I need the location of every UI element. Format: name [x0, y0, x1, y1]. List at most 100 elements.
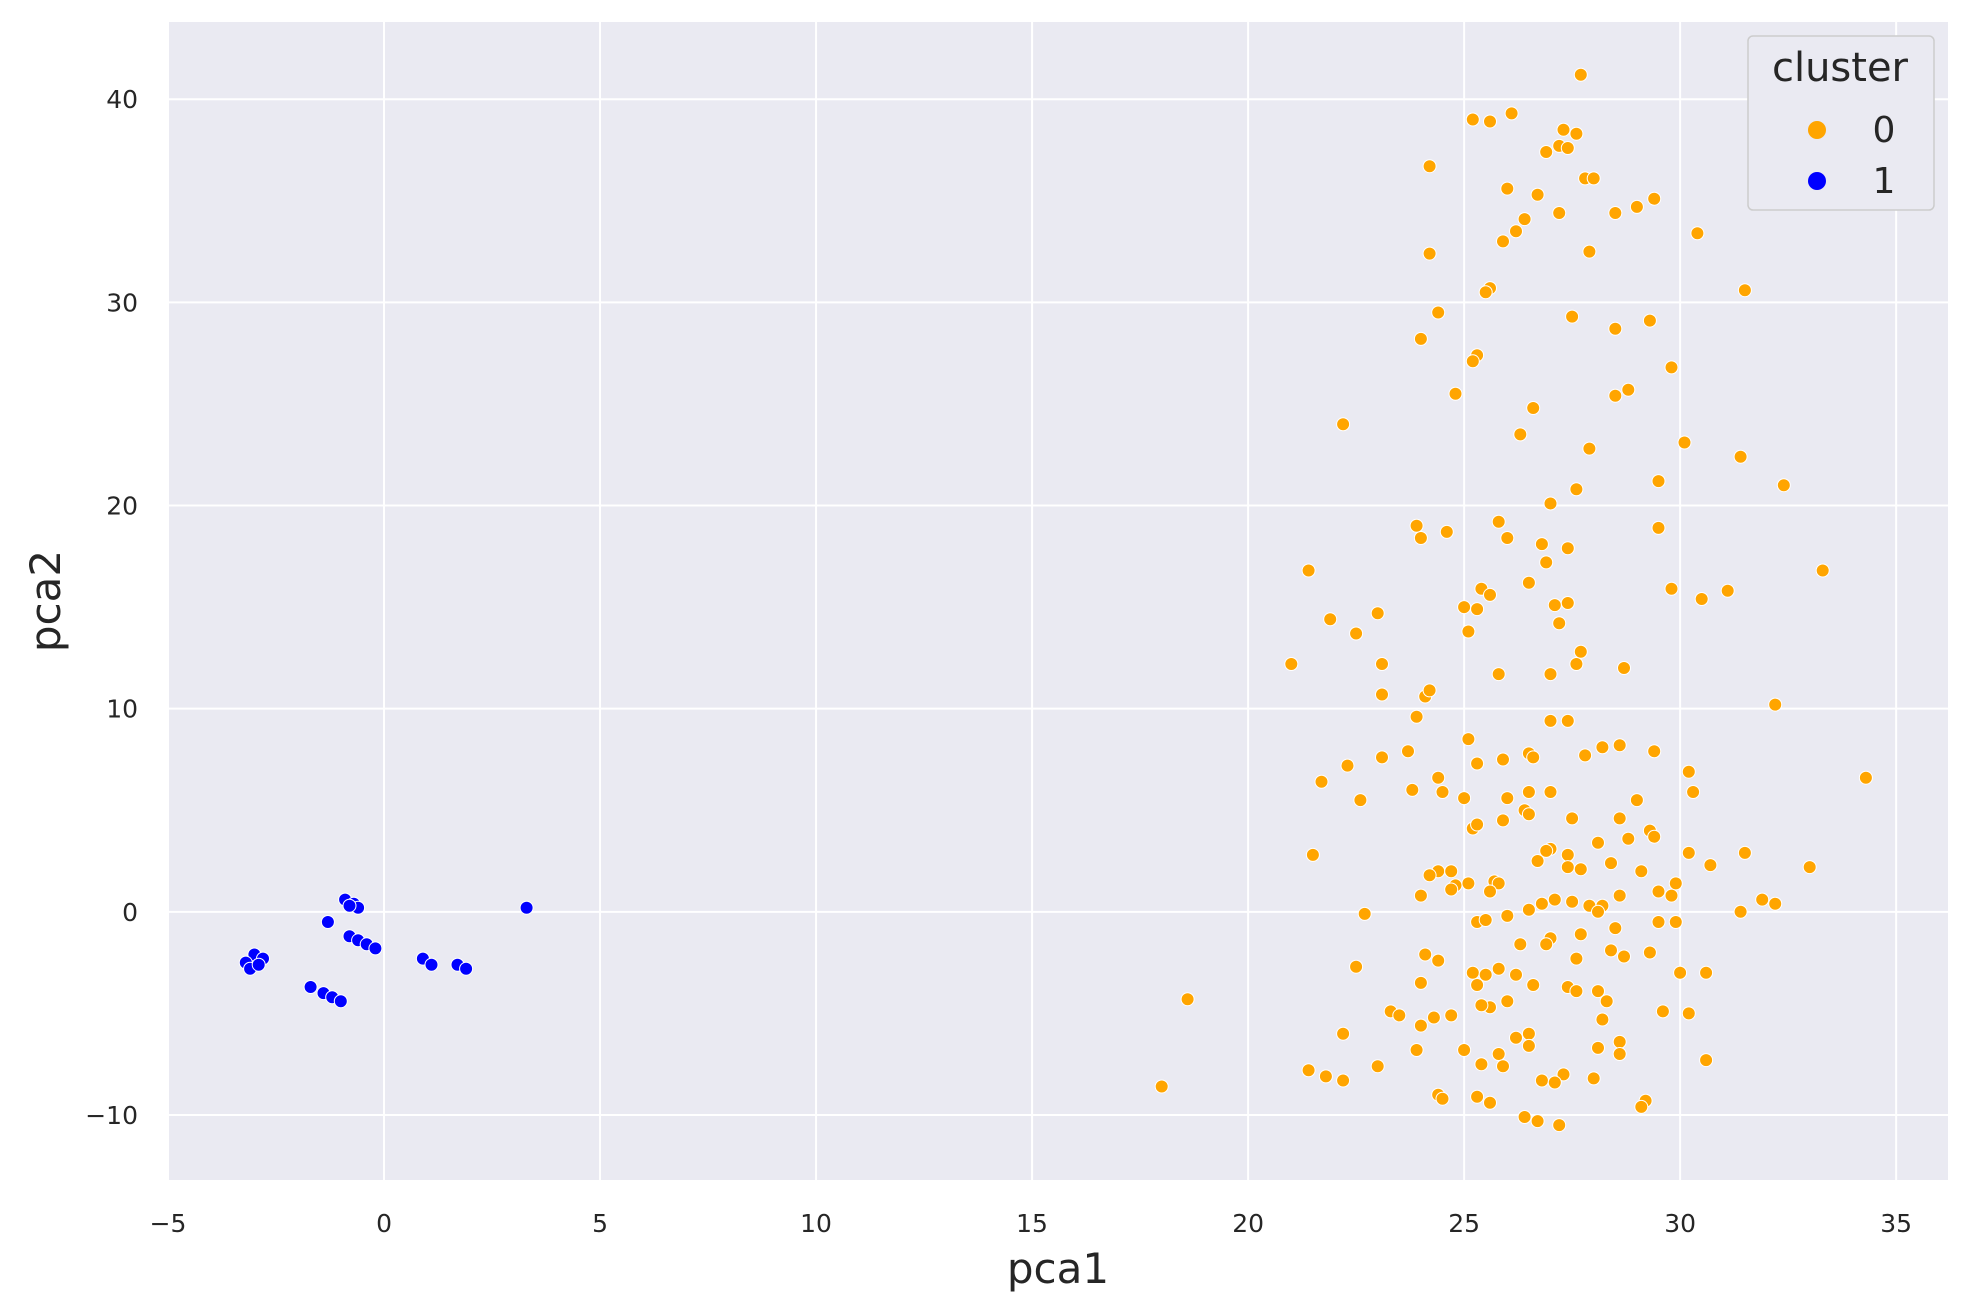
data-point	[1336, 417, 1351, 432]
data-point	[1612, 888, 1627, 903]
y-tick-label: −10	[85, 1101, 138, 1130]
data-point	[1647, 191, 1662, 206]
data-point	[1534, 1073, 1549, 1088]
data-point	[1677, 435, 1692, 450]
data-point	[1521, 1038, 1536, 1053]
data-point	[1370, 1059, 1385, 1074]
data-point	[1569, 984, 1584, 999]
y-axis-ticks: −10 0 10 20 30 40	[85, 85, 138, 1130]
y-tick-label: 20	[106, 492, 138, 521]
data-point	[1413, 888, 1428, 903]
data-point	[1465, 965, 1480, 980]
data-point	[1301, 563, 1316, 578]
data-point	[1629, 793, 1644, 808]
data-point	[1526, 750, 1541, 765]
data-point	[1521, 807, 1536, 822]
data-point	[1591, 1040, 1605, 1055]
data-point	[1612, 1047, 1627, 1061]
data-point	[1405, 782, 1420, 797]
data-point	[1491, 961, 1506, 976]
data-point	[1651, 520, 1666, 535]
data-point	[1375, 657, 1389, 671]
data-point	[1543, 496, 1558, 511]
legend-box	[1747, 35, 1935, 211]
data-point	[1491, 1047, 1506, 1061]
legend-title: cluster	[1772, 45, 1909, 91]
data-point	[1461, 624, 1476, 639]
data-point	[424, 957, 439, 972]
legend: cluster 0 1	[1747, 35, 1935, 211]
data-point	[1422, 159, 1437, 174]
data-point	[1409, 518, 1424, 533]
data-point	[1422, 868, 1437, 883]
data-point	[1513, 427, 1528, 442]
data-point	[1578, 748, 1593, 763]
data-point	[1586, 1071, 1601, 1086]
data-point	[1733, 449, 1748, 464]
data-point	[1560, 713, 1575, 728]
data-point	[1413, 531, 1428, 545]
data-point	[1444, 864, 1459, 879]
y-tick-label: 40	[106, 85, 138, 114]
x-tick-label: 20	[1232, 1209, 1264, 1238]
data-point	[1496, 813, 1510, 828]
data-point	[1582, 244, 1597, 259]
data-point	[1591, 835, 1605, 850]
data-point	[1392, 1008, 1407, 1023]
data-point	[1513, 937, 1528, 952]
x-axis-ticks: −5 0 5 10 15 20 25 30 35	[150, 1209, 1912, 1238]
data-point	[1604, 856, 1618, 871]
y-tick-label: 30	[106, 288, 138, 317]
data-point	[1569, 482, 1584, 497]
data-point	[1547, 598, 1562, 613]
x-tick-label: 30	[1664, 1209, 1696, 1238]
data-point	[1349, 959, 1364, 974]
data-point	[1509, 1030, 1523, 1045]
data-point	[1500, 908, 1515, 923]
data-point	[1591, 904, 1605, 919]
data-point	[1573, 67, 1588, 82]
data-point	[1815, 563, 1830, 578]
data-point	[1591, 984, 1605, 999]
data-point	[1552, 616, 1567, 631]
data-point	[1336, 1026, 1351, 1041]
data-point	[1664, 581, 1679, 596]
data-point	[1699, 965, 1714, 980]
x-tick-label: −5	[150, 1209, 187, 1238]
data-point	[1478, 913, 1493, 927]
data-point	[1521, 902, 1536, 917]
data-point	[1547, 1075, 1562, 1090]
data-point	[320, 915, 335, 929]
data-point	[1435, 785, 1450, 799]
data-point	[1534, 537, 1549, 552]
data-point	[1496, 234, 1510, 249]
data-point	[1491, 667, 1506, 682]
data-point	[1483, 884, 1497, 899]
data-point	[1768, 896, 1783, 911]
data-point	[1802, 860, 1817, 875]
data-point	[1699, 1053, 1714, 1068]
data-point	[1612, 1034, 1627, 1049]
data-point	[1353, 793, 1368, 808]
data-point	[1634, 1099, 1649, 1114]
x-tick-label: 25	[1448, 1209, 1480, 1238]
data-point	[1457, 791, 1472, 806]
data-point	[1668, 915, 1683, 929]
data-point	[1474, 1057, 1489, 1072]
data-point	[1681, 764, 1696, 779]
data-point	[1478, 967, 1493, 982]
data-point	[1573, 927, 1588, 942]
data-point	[1608, 321, 1623, 336]
legend-marker-1	[1808, 172, 1826, 190]
data-point	[1543, 713, 1558, 728]
data-point	[1521, 575, 1536, 590]
data-point	[1323, 612, 1338, 627]
data-point	[1733, 904, 1748, 919]
data-point	[1413, 975, 1428, 990]
data-point	[1422, 246, 1437, 261]
data-point	[1621, 831, 1636, 846]
data-point	[1470, 602, 1485, 617]
data-point	[1552, 206, 1567, 220]
data-point	[1504, 106, 1519, 121]
data-point	[1776, 478, 1791, 493]
